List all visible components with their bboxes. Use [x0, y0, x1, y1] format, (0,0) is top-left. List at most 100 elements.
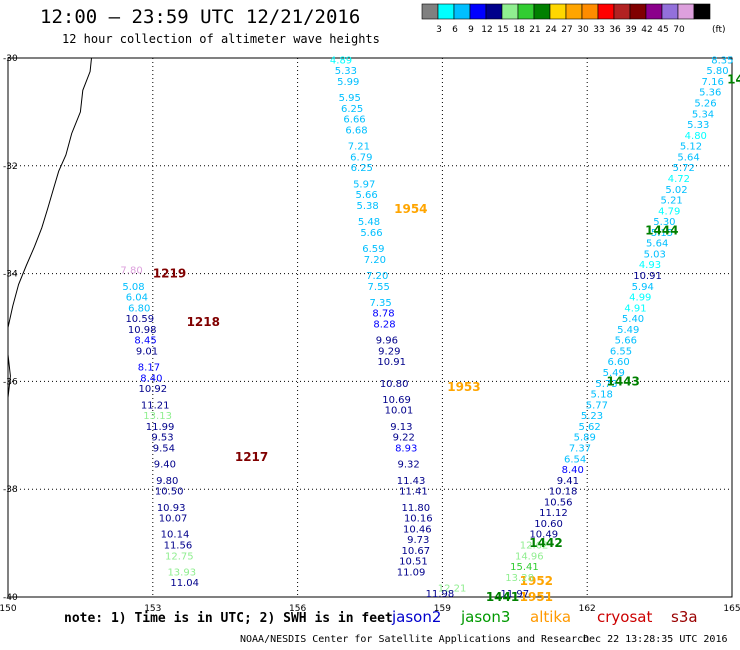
wave-height-point: 8.28: [373, 320, 395, 331]
wave-height-point: 9.41: [557, 476, 579, 487]
wave-height-point: 6.25: [351, 163, 373, 174]
satellite-legend-s3a: s3a: [671, 608, 698, 626]
track-time-label: 1219: [153, 267, 186, 281]
wave-height-point: 10.98: [128, 325, 157, 336]
wave-height-point: 10.51: [399, 557, 428, 568]
wave-height-point: 5.33: [335, 66, 357, 77]
track-time-label: 1441: [486, 590, 519, 604]
track-1954: 4.895.335.995.956.256.666.687.216.796.25…: [330, 55, 428, 368]
wave-height-point: 6.68: [345, 125, 367, 136]
wave-height-point: 9.13: [390, 422, 412, 433]
wave-height-point: 5.97: [353, 179, 375, 190]
wave-height-point: 9.29: [378, 346, 400, 357]
wave-height-point: 11.56: [164, 540, 193, 551]
track-time-label: 1444: [645, 223, 678, 237]
wave-height-point: 8.40: [562, 465, 584, 476]
wave-height-point: 8.35: [711, 55, 733, 66]
wave-height-point: 5.21: [661, 196, 683, 207]
track-1444: 8.355.807.165.365.265.345.334.805.125.64…: [603, 55, 734, 379]
colorbar-label: 70: [673, 25, 685, 35]
wave-height-point: 4.93: [639, 260, 661, 271]
wave-height-point: 7.20: [366, 271, 388, 282]
colorbar-label: 18: [513, 25, 525, 35]
track-1441: 1441: [486, 590, 519, 604]
wave-height-point: 5.73: [595, 379, 617, 390]
wave-height-point: 6.04: [126, 293, 148, 304]
wave-height-point: 10.59: [125, 314, 154, 325]
wave-height-point: 12.21: [438, 584, 467, 595]
wave-height-point: 8.17: [138, 363, 160, 374]
colorbar: 3 6 9 12 15 18 21 24 27 30 33 36 39 42 45 70 (ft): [421, 3, 726, 35]
colorbar-label: 42: [641, 25, 652, 35]
wave-height-point: 5.64: [646, 239, 668, 250]
wave-height-point: 11.43: [397, 476, 426, 487]
wave-height-point: 10.67: [402, 546, 431, 557]
track-1951: 1951: [520, 590, 553, 604]
wave-height-point: 8.78: [372, 309, 394, 320]
x-tick-label: 165: [723, 604, 740, 614]
wave-height-point: 6.54: [564, 454, 586, 465]
wave-height-point: 13.28: [505, 573, 534, 584]
track-14: 14: [727, 73, 740, 87]
x-tick-label: 150: [0, 604, 17, 614]
y-tick-label: -30: [3, 54, 18, 64]
satellite-legend-jason3: jason3: [461, 608, 511, 626]
wave-height-point: 9.80: [156, 476, 178, 487]
wave-height-point: 5.30: [653, 217, 675, 228]
wave-height-point: 5.89: [574, 433, 596, 444]
satellite-legend-jason2: jason2: [392, 608, 442, 626]
colorbar-label: 45: [657, 25, 668, 35]
wave-height-point: 5.72: [673, 163, 695, 174]
wave-height-point: 10.91: [633, 271, 662, 282]
wave-height-point: 5.33: [687, 120, 709, 131]
wave-height-point: 12.75: [165, 551, 194, 562]
wave-height-point: 5.12: [680, 142, 702, 153]
wave-height-point: 10.49: [529, 530, 558, 541]
x-tick-label: 156: [289, 604, 306, 614]
satellite-legend-cryosat: cryosat: [597, 608, 653, 626]
wave-height-point: 8.93: [395, 443, 417, 454]
track-time-label: 1951: [520, 590, 553, 604]
wave-height-point: 13.93: [167, 567, 196, 578]
wave-height-point: 14.96: [515, 551, 544, 562]
wave-height-point: 7.37: [569, 443, 591, 454]
wave-height-point: 7.16: [702, 77, 724, 88]
colorbar-label: 9: [468, 25, 474, 35]
y-tick-label: -40: [3, 593, 18, 603]
wave-height-point: 7.55: [368, 282, 390, 293]
colorbar-label: 39: [625, 25, 637, 35]
wave-height-point: 11.12: [539, 508, 568, 519]
wave-height-point: 5.48: [358, 217, 380, 228]
chart-subtitle: 12 hour collection of altimeter wave hei…: [62, 32, 380, 46]
colorbar-label: 12: [481, 25, 492, 35]
track-time-label: 1442: [529, 536, 562, 550]
wave-height-point: 10.07: [159, 514, 188, 525]
wave-height-point: 9.96: [376, 336, 398, 347]
wave-height-point: 5.94: [632, 282, 654, 293]
colorbar-label: 6: [452, 25, 458, 35]
wave-height-point: 5.64: [677, 152, 699, 163]
colorbar-label: 3: [436, 25, 442, 35]
wave-height-point: 10.80: [380, 379, 409, 390]
wave-height-point: 9.54: [153, 443, 175, 454]
wave-height-point: 7.35: [369, 298, 391, 309]
wave-height-point: 5.08: [122, 282, 144, 293]
wave-height-point: 10.18: [549, 487, 578, 498]
wave-height-point: 10.92: [138, 384, 167, 395]
wave-height-point: 5.36: [699, 88, 721, 99]
colorbar-swatch: [693, 3, 711, 20]
wave-height-point: 4.99: [629, 293, 651, 304]
wave-height-point: 10.46: [403, 524, 432, 535]
track-time-label: 1443: [607, 374, 640, 388]
coastline: [7, 57, 92, 414]
wave-height-point: 11.80: [402, 503, 431, 514]
wave-height-point: 10.56: [544, 497, 573, 508]
wave-height-point: 10.50: [155, 487, 184, 498]
wave-height-point: 4.80: [685, 131, 707, 142]
wave-height-point: 11.98: [426, 589, 455, 600]
track-1218: 1218: [187, 315, 220, 329]
wave-height-point: 6.80: [128, 303, 150, 314]
